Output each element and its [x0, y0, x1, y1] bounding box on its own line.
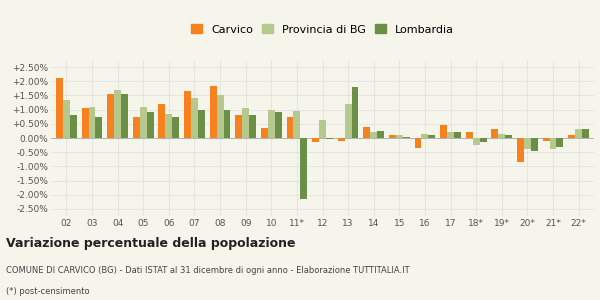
Bar	[268, 110, 275, 138]
Bar	[499, 134, 505, 138]
Bar	[261, 128, 268, 138]
Bar	[275, 112, 281, 138]
Bar	[121, 94, 128, 138]
Bar	[70, 115, 77, 138]
Bar	[440, 125, 447, 138]
Bar	[301, 138, 307, 199]
Legend: Carvico, Provincia di BG, Lombardia: Carvico, Provincia di BG, Lombardia	[189, 22, 456, 37]
Bar	[415, 138, 421, 148]
Bar	[224, 110, 230, 138]
Bar	[542, 138, 550, 141]
Bar	[235, 115, 242, 138]
Bar	[403, 136, 410, 138]
Bar	[454, 132, 461, 138]
Bar	[396, 135, 403, 138]
Bar	[466, 132, 473, 138]
Bar	[140, 107, 146, 138]
Bar	[479, 138, 487, 142]
Bar	[505, 135, 512, 138]
Bar	[550, 138, 556, 149]
Bar	[146, 112, 154, 138]
Bar	[531, 138, 538, 151]
Bar	[344, 104, 352, 138]
Bar	[191, 98, 198, 138]
Bar	[364, 127, 370, 138]
Bar	[293, 111, 301, 138]
Bar	[249, 115, 256, 138]
Bar	[287, 117, 293, 138]
Bar	[172, 117, 179, 138]
Bar	[209, 85, 217, 138]
Bar	[319, 120, 326, 138]
Bar	[242, 108, 249, 138]
Bar	[56, 78, 63, 138]
Bar	[312, 138, 319, 142]
Bar	[133, 117, 140, 138]
Bar	[352, 87, 358, 138]
Bar	[517, 138, 524, 162]
Bar	[82, 108, 89, 138]
Bar	[556, 138, 563, 146]
Bar	[370, 132, 377, 138]
Bar	[524, 138, 531, 149]
Bar	[491, 130, 499, 138]
Bar	[473, 138, 479, 145]
Bar	[166, 114, 172, 138]
Bar	[95, 117, 103, 138]
Bar	[217, 95, 224, 138]
Bar	[428, 135, 436, 138]
Bar	[89, 107, 95, 138]
Bar	[575, 130, 582, 138]
Bar	[338, 138, 344, 141]
Bar	[568, 135, 575, 138]
Text: (*) post-censimento: (*) post-censimento	[6, 287, 89, 296]
Bar	[389, 135, 396, 138]
Bar	[377, 131, 384, 138]
Bar	[421, 134, 428, 138]
Bar	[184, 91, 191, 138]
Bar	[582, 130, 589, 138]
Bar	[447, 132, 454, 138]
Bar	[63, 100, 70, 138]
Bar	[326, 138, 333, 140]
Bar	[107, 94, 114, 138]
Text: Variazione percentuale della popolazione: Variazione percentuale della popolazione	[6, 238, 296, 250]
Bar	[114, 90, 121, 138]
Bar	[198, 110, 205, 138]
Text: COMUNE DI CARVICO (BG) - Dati ISTAT al 31 dicembre di ogni anno - Elaborazione T: COMUNE DI CARVICO (BG) - Dati ISTAT al 3…	[6, 266, 410, 275]
Bar	[158, 104, 166, 138]
